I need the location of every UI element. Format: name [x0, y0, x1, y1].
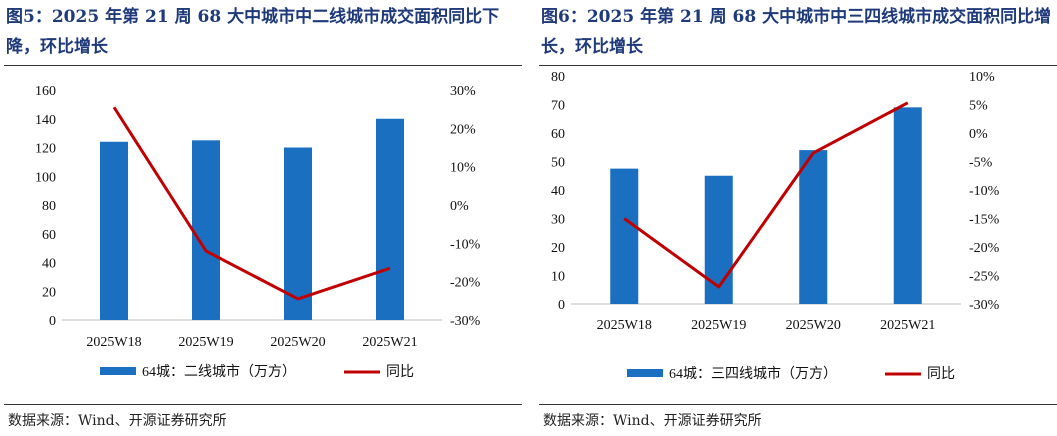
- x-tick-label: 2025W18: [597, 318, 652, 333]
- x-tick-label: 2025W19: [178, 335, 233, 350]
- bar: [100, 141, 128, 320]
- right-axis-tick-label: -5%: [969, 156, 993, 171]
- right-axis-tick-label: -30%: [969, 298, 1000, 313]
- yoy-line-series: [623, 101, 909, 289]
- left-axis-tick-label: 60: [42, 228, 56, 243]
- left-axis-tick-label: 20: [551, 241, 565, 256]
- left-axis-tick-label: 70: [551, 99, 565, 114]
- left-axis-tick-label: 160: [35, 84, 56, 99]
- left-axis-tick-label: 10: [551, 270, 565, 285]
- bar: [893, 107, 922, 304]
- left-axis-tick-label: 0: [558, 298, 565, 313]
- left-axis-tick-label: 40: [42, 257, 56, 272]
- right-axis-tick-label: 20%: [450, 122, 476, 137]
- figure-title: 图5：2025 年第 21 周 68 大中城市中二线城市成交面积同比下降，环比增…: [6, 2, 518, 62]
- right-axis-tick-label: 10%: [450, 161, 476, 176]
- x-tick-label: 2025W19: [691, 318, 746, 333]
- right-axis-tick-label: 0%: [450, 199, 469, 214]
- legend-bar-swatch: [100, 367, 136, 375]
- x-tick-label: 2025W21: [880, 318, 935, 333]
- right-axis-tick-label: -10%: [969, 184, 1000, 199]
- left-axis-tick-label: 40: [551, 184, 565, 199]
- top-rule: [539, 65, 1057, 66]
- left-axis-tick-label: 80: [551, 70, 565, 85]
- legend-bar-label: 64城：二线城市（万方）: [142, 363, 296, 380]
- source-note: 数据来源：Wind、开源证券研究所: [543, 413, 762, 429]
- legend-bar-label: 64城：三四线城市（万方）: [669, 365, 837, 382]
- bar: [610, 168, 639, 304]
- chart-panel-right: 图6：2025 年第 21 周 68 大中城市中三四线城市成交面积同比增长，环比…: [535, 0, 1057, 436]
- x-tick-label: 2025W18: [86, 335, 141, 350]
- right-axis-tick-label: -10%: [450, 237, 481, 252]
- figure-caption: 2025 年第 21 周 68 大中城市中二线城市成交面积同比下降，环比增长: [6, 7, 500, 57]
- figure-title: 图6：2025 年第 21 周 68 大中城市中三四线城市成交面积同比增长，环比…: [541, 2, 1053, 62]
- left-axis-tick-label: 140: [35, 113, 56, 128]
- yoy-line-series: [112, 106, 391, 301]
- figure-caption: 2025 年第 21 周 68 大中城市中三四线城市成交面积同比增长，环比增长: [541, 7, 1052, 57]
- bar: [192, 140, 220, 320]
- left-axis-tick-label: 0: [49, 314, 56, 329]
- bar: [799, 150, 828, 304]
- bar: [704, 175, 733, 304]
- bar: [284, 147, 312, 320]
- right-axis-tick-label: -30%: [450, 314, 481, 329]
- x-tick-label: 2025W21: [362, 335, 417, 350]
- chart-panel-left: 图5：2025 年第 21 周 68 大中城市中二线城市成交面积同比下降，环比增…: [0, 0, 522, 436]
- chart-left: 0 20 40 60 80 100 120 140 160 -30% -20% -10% 0% 10% 20…: [35, 84, 481, 380]
- source-note: 数据来源：Wind、开源证券研究所: [8, 413, 227, 429]
- legend-line-label: 同比: [927, 366, 955, 382]
- left-axis-tick-label: 60: [551, 127, 565, 142]
- bottom-rule: [4, 404, 522, 405]
- x-tick-label: 2025W20: [270, 335, 325, 350]
- right-axis-tick-label: -25%: [969, 270, 1000, 285]
- left-axis-tick-label: 30: [551, 213, 565, 228]
- left-axis-tick-label: 50: [551, 156, 565, 171]
- left-axis-tick-label: 80: [42, 199, 56, 214]
- left-axis-tick-label: 120: [35, 142, 56, 157]
- x-tick-label: 2025W20: [786, 318, 841, 333]
- bar: [376, 118, 404, 320]
- right-axis-tick-label: 30%: [450, 84, 476, 99]
- chart-right: 0 10 20 30 40 50 60 70 80 -30% -25% -20% -15% -10% -5%…: [551, 70, 1000, 382]
- right-axis-tick-label: 5%: [969, 99, 988, 114]
- right-axis-tick-label: 0%: [969, 127, 988, 142]
- legend-line-label: 同比: [386, 364, 414, 380]
- right-axis-tick-label: -20%: [969, 241, 1000, 256]
- left-axis-tick-label: 100: [35, 170, 56, 185]
- right-axis-tick-label: -20%: [450, 276, 481, 291]
- top-rule: [4, 65, 522, 66]
- right-axis-tick-label: -15%: [969, 213, 1000, 228]
- bottom-rule: [539, 404, 1057, 405]
- right-axis-tick-label: 10%: [969, 70, 995, 85]
- legend-bar-swatch: [627, 369, 663, 377]
- figure-number: 图6：: [541, 7, 587, 27]
- figure-number: 图5：: [6, 7, 52, 27]
- left-axis-tick-label: 20: [42, 285, 56, 300]
